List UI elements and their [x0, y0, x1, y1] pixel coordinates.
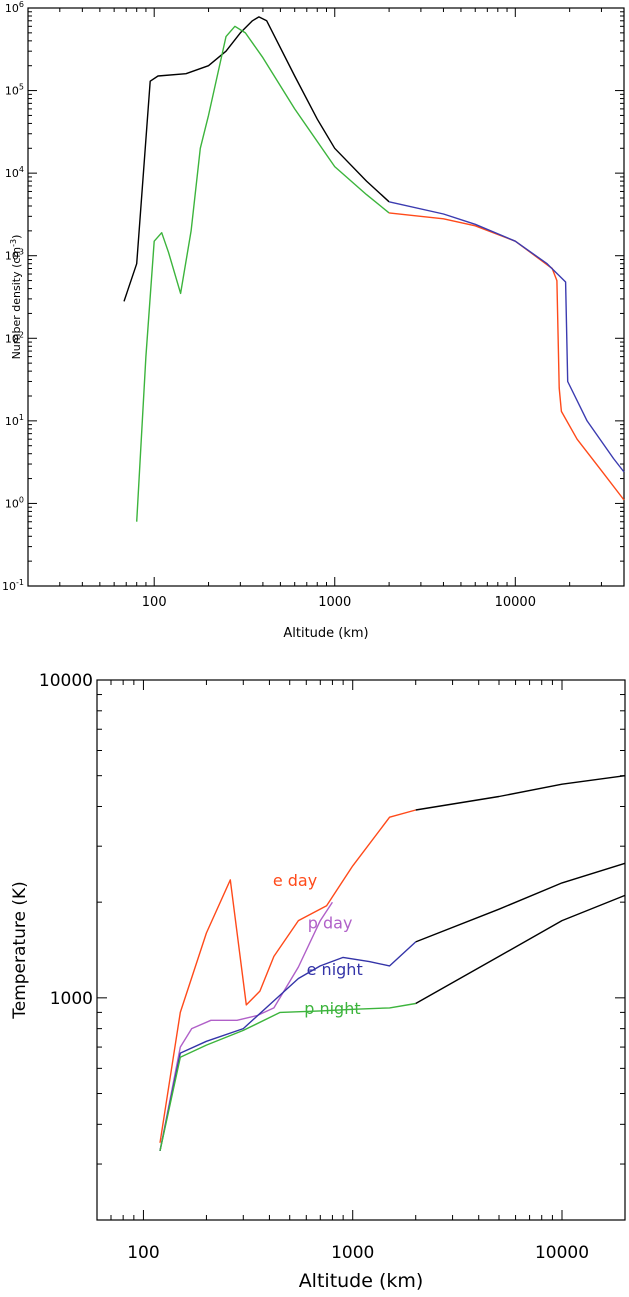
density-y-axis-title: Number density (cm-3): [9, 235, 23, 360]
y-tick-label: 10000: [39, 671, 93, 691]
series-line: [415, 862, 626, 943]
x-tick-label: 100: [142, 595, 167, 610]
y-tick-label: 105: [5, 83, 24, 98]
series-line-p-day: [159, 901, 333, 1152]
series-line: [388, 201, 625, 473]
density-y-axis-title-main: Number density (cm: [10, 247, 23, 360]
temperature-x-axis-title: Altitude (km): [299, 1270, 424, 1292]
x-tick-label: 10000: [495, 595, 536, 610]
density-series: [123, 16, 625, 522]
series-line-e-day: [159, 809, 416, 1143]
y-tick-label: 100: [5, 495, 24, 510]
y-tick-label: 104: [5, 165, 24, 180]
temperature-ticks: 100 1000 10000 1000 10000: [39, 671, 626, 1263]
temperature-series: e day p day e night p night: [159, 775, 626, 1152]
series-line: [389, 212, 625, 501]
y-tick-label: 106: [5, 0, 24, 15]
series-line-e-night: [159, 941, 417, 1152]
series-line: [136, 25, 390, 522]
number-density-panel: 100 1000 10000 10-1 100 101 102 103 104 105 106 Al…: [2, 0, 625, 641]
temperature-plot-frame: [96, 679, 626, 1221]
density-x-axis-title: Altitude (km): [283, 626, 368, 641]
x-tick-label: 1000: [318, 595, 351, 610]
x-tick-label: 100: [127, 1243, 159, 1263]
series-line-p-night: [159, 1002, 416, 1152]
y-tick-label: 102: [5, 330, 24, 345]
series-line: [415, 775, 626, 811]
series-line: [123, 16, 390, 302]
series-label-p-day: p day: [308, 914, 353, 933]
temperature-panel: 100 1000 10000 1000 10000 e day p day e night p…: [10, 671, 626, 1292]
density-y-axis-title-close: ): [10, 235, 23, 239]
y-tick-label: 101: [5, 413, 24, 428]
series-line: [415, 894, 626, 1005]
series-label-e-night: e night: [307, 960, 363, 979]
y-tick-label: 103: [5, 248, 24, 263]
series-label-p-night: p night: [304, 999, 360, 1018]
x-tick-label: 10000: [535, 1243, 589, 1263]
density-ticks: 100 1000 10000 10-1 100 101 102 103 104 105 106: [2, 0, 625, 610]
series-label-e-day: e day: [273, 871, 317, 890]
y-tick-label: 10-1: [2, 578, 24, 593]
density-y-axis-title-unit-exponent: -3: [9, 239, 18, 247]
x-tick-label: 1000: [331, 1243, 374, 1263]
temperature-y-axis-title: Temperature (K): [10, 881, 30, 1020]
y-tick-label: 1000: [50, 989, 93, 1009]
